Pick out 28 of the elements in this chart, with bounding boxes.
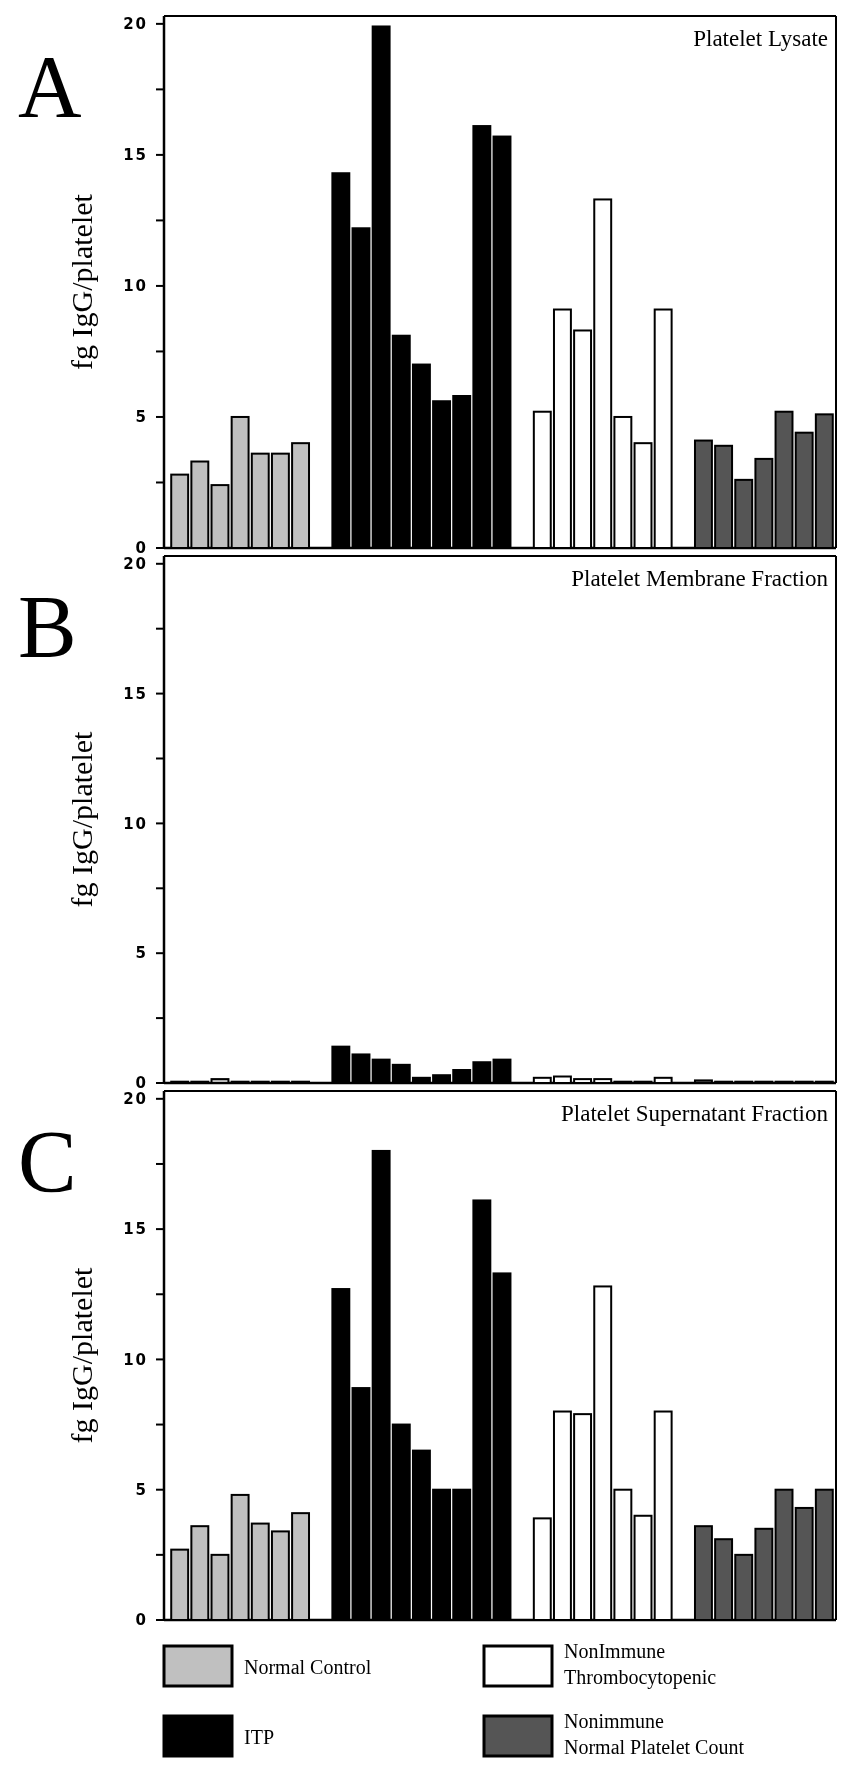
y-tick-label: 5 [135,408,148,427]
y-tick-label: 20 [123,555,148,574]
legend-label: Nonimmune Normal Platelet Count [564,1710,745,1758]
chart-title: Platelet Membrane Fraction [571,566,829,591]
y-tick-label: 10 [123,814,148,833]
chart-title: Platelet Supernatant Fraction [561,1101,829,1126]
y-axis-title: fg IgG/platelet [65,1266,98,1444]
y-tick-label: 15 [123,146,148,165]
y-tick-label: 5 [135,944,148,963]
legend-label: NonImmune Thrombocytopenic [564,1640,717,1689]
y-tick-label: 15 [123,1220,148,1239]
y-tick-label: 0 [135,1611,148,1630]
y-tick-label: 0 [135,539,148,558]
text: A [18,38,82,135]
legend-label: Normal Control [244,1656,372,1678]
text: C [18,1113,77,1210]
y-tick-label: 20 [123,15,148,34]
y-tick-label: 20 [123,1090,148,1109]
chart-title: Platelet Lysate [693,26,828,51]
legend-label: ITP [244,1726,274,1748]
y-tick-label: 5 [135,1480,148,1499]
y-tick-label: 10 [123,1350,148,1369]
y-tick-label: 10 [123,277,148,296]
y-axis-title: fg IgG/platelet [65,193,98,370]
y-tick-label: 0 [135,1074,148,1093]
text: B [18,578,77,675]
y-axis-title: fg IgG/platelet [65,730,98,908]
y-tick-label: 15 [123,684,148,703]
